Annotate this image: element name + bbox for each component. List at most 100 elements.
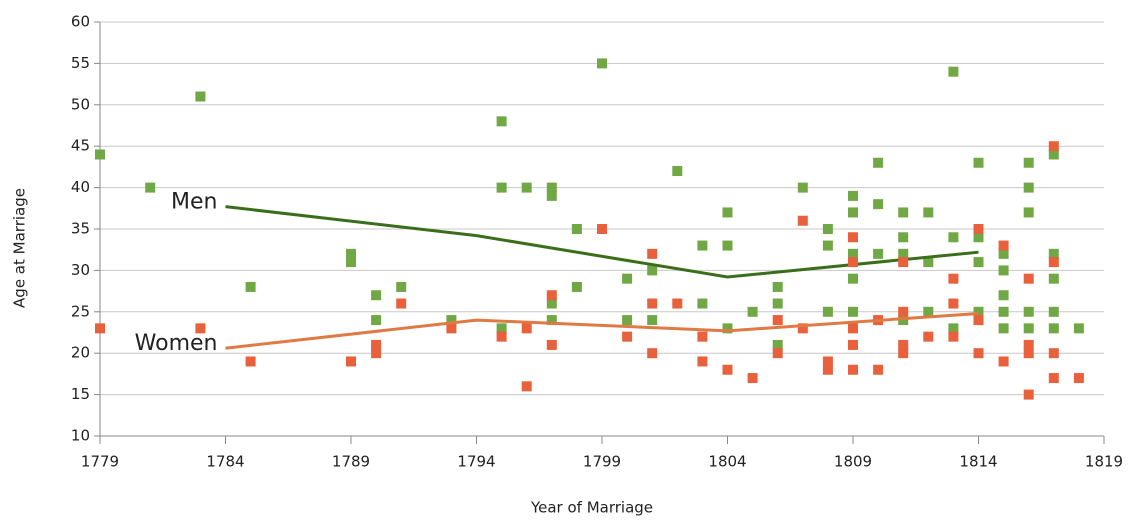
point bbox=[973, 157, 984, 168]
point bbox=[1048, 306, 1059, 317]
point bbox=[571, 224, 582, 234]
point bbox=[998, 306, 1009, 317]
point bbox=[647, 298, 658, 309]
point bbox=[546, 298, 557, 309]
point bbox=[898, 257, 909, 268]
y-tick-label: 60 bbox=[71, 13, 90, 31]
point bbox=[1073, 323, 1084, 334]
point bbox=[647, 348, 658, 359]
point bbox=[848, 232, 858, 243]
point bbox=[898, 248, 909, 259]
point bbox=[822, 364, 833, 375]
point bbox=[973, 257, 984, 268]
point bbox=[747, 373, 758, 384]
point bbox=[346, 248, 356, 259]
point bbox=[521, 182, 532, 193]
x-tick-label: 1809 bbox=[834, 453, 872, 471]
point bbox=[546, 182, 557, 193]
point bbox=[521, 323, 532, 334]
point bbox=[195, 91, 206, 102]
point bbox=[672, 298, 683, 309]
point bbox=[1023, 323, 1034, 334]
point bbox=[772, 339, 783, 350]
trend-line bbox=[225, 205, 979, 279]
point bbox=[848, 306, 858, 317]
point bbox=[346, 356, 356, 367]
point bbox=[998, 248, 1009, 259]
point bbox=[772, 315, 783, 326]
x-tick-label: 1784 bbox=[206, 453, 244, 471]
point bbox=[873, 157, 884, 168]
point bbox=[95, 149, 105, 160]
y-tick-label: 30 bbox=[71, 261, 90, 279]
point bbox=[898, 232, 909, 243]
point bbox=[521, 381, 532, 392]
point bbox=[822, 306, 833, 317]
point bbox=[848, 364, 858, 375]
point bbox=[898, 207, 909, 218]
point bbox=[1023, 157, 1034, 168]
point bbox=[622, 315, 633, 326]
point bbox=[973, 232, 984, 243]
point bbox=[722, 240, 733, 251]
point bbox=[697, 331, 708, 342]
point bbox=[1048, 248, 1059, 259]
point bbox=[597, 58, 607, 69]
x-tick-label: 1779 bbox=[81, 453, 119, 471]
point bbox=[647, 315, 658, 326]
point bbox=[647, 265, 658, 276]
point bbox=[873, 199, 884, 210]
point bbox=[722, 207, 733, 218]
point bbox=[822, 240, 833, 251]
point bbox=[923, 257, 934, 268]
point bbox=[546, 315, 557, 326]
point bbox=[998, 323, 1009, 334]
point bbox=[1023, 348, 1034, 359]
point bbox=[346, 257, 356, 268]
point bbox=[597, 224, 607, 234]
point bbox=[848, 207, 858, 218]
point bbox=[898, 339, 909, 350]
x-tick-label: 1804 bbox=[708, 453, 746, 471]
point bbox=[546, 339, 557, 350]
point bbox=[1023, 207, 1034, 218]
y-tick-label: 50 bbox=[71, 95, 90, 113]
y-axis-label: Age at Marriage bbox=[11, 188, 29, 308]
point bbox=[245, 281, 256, 292]
x-tick-label: 1794 bbox=[457, 453, 495, 471]
point bbox=[496, 323, 507, 334]
point bbox=[747, 306, 758, 317]
point bbox=[1023, 182, 1034, 193]
point bbox=[973, 224, 984, 234]
point bbox=[546, 190, 557, 201]
point bbox=[1048, 257, 1059, 268]
point bbox=[998, 290, 1009, 301]
point bbox=[822, 356, 833, 367]
trend-line bbox=[225, 311, 979, 350]
y-tick-label: 55 bbox=[71, 54, 90, 72]
series-label: Men bbox=[171, 190, 217, 215]
y-tick-label: 15 bbox=[71, 385, 90, 403]
y-tick-label: 40 bbox=[71, 178, 90, 196]
point bbox=[697, 240, 708, 251]
point bbox=[772, 281, 783, 292]
point bbox=[973, 315, 984, 326]
point bbox=[998, 240, 1009, 251]
point bbox=[371, 339, 382, 350]
point bbox=[998, 356, 1009, 367]
point bbox=[948, 232, 959, 243]
point bbox=[948, 331, 959, 342]
point bbox=[1023, 306, 1034, 317]
point bbox=[1023, 389, 1034, 400]
point bbox=[998, 265, 1009, 276]
point bbox=[797, 182, 808, 193]
point bbox=[848, 190, 858, 201]
point bbox=[923, 207, 934, 218]
point bbox=[948, 323, 959, 334]
point bbox=[1048, 149, 1059, 160]
point bbox=[371, 315, 382, 326]
point bbox=[1048, 273, 1059, 284]
y-tick-label: 45 bbox=[71, 137, 90, 155]
point bbox=[1023, 273, 1034, 284]
